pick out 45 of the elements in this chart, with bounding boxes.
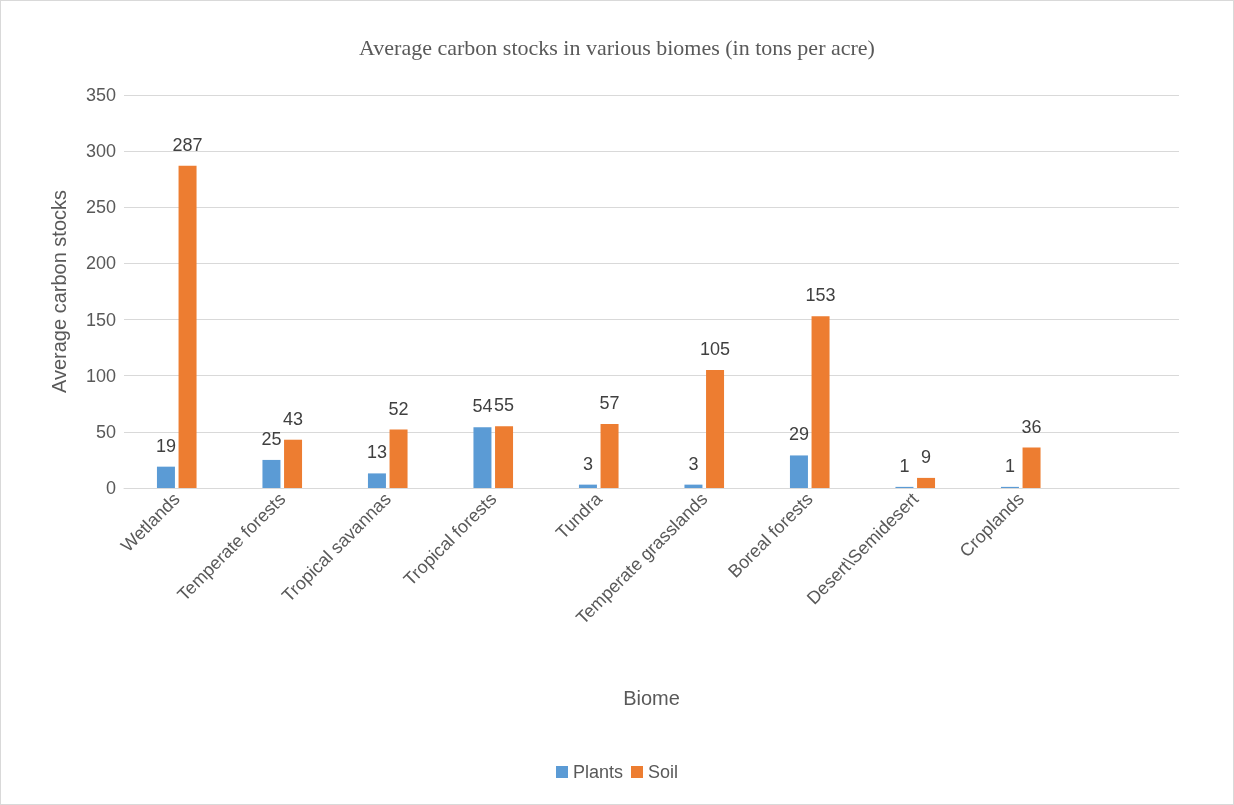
bar <box>389 429 408 488</box>
legend-label: Plants <box>572 762 624 782</box>
data-label: 105 <box>700 339 731 360</box>
bar <box>156 466 175 488</box>
bar <box>262 459 281 488</box>
data-label: 3 <box>688 453 699 474</box>
data-label: 19 <box>155 435 176 456</box>
bar <box>706 370 725 488</box>
bar <box>495 426 514 488</box>
bar <box>178 165 197 488</box>
data-label: 3 <box>582 453 593 474</box>
y-axis-title: Average carbon stocks <box>48 189 70 394</box>
data-label: 36 <box>1021 416 1042 437</box>
y-tick-label: 50 <box>95 421 116 442</box>
x-axis-title: Biome <box>623 687 680 709</box>
data-label: 13 <box>366 442 387 463</box>
y-tick-label: 0 <box>105 478 116 498</box>
data-label: 25 <box>261 428 282 449</box>
data-label: 52 <box>388 398 409 419</box>
chart-title: Average carbon stocks in various biomes (in tons per acre) <box>359 34 875 60</box>
bar <box>473 427 492 488</box>
data-label: 287 <box>172 134 203 155</box>
bar <box>600 424 619 488</box>
y-tick-label: 350 <box>85 85 116 105</box>
data-label: 9 <box>921 446 932 467</box>
data-label: 29 <box>788 424 809 445</box>
data-label: 1 <box>1004 455 1015 476</box>
y-tick-label: 200 <box>85 253 116 274</box>
data-label: 43 <box>283 408 304 429</box>
data-label: 55 <box>494 395 515 416</box>
y-tick-label: 250 <box>85 197 116 218</box>
data-label: 57 <box>599 393 620 413</box>
bar <box>811 316 830 488</box>
data-label: 1 <box>899 455 910 476</box>
legend-label: Soil <box>648 762 679 782</box>
bar <box>284 439 303 488</box>
data-label: 153 <box>805 285 836 306</box>
bar <box>789 455 808 488</box>
bar <box>1022 447 1041 488</box>
y-tick-label: 150 <box>85 309 116 330</box>
y-tick-label: 300 <box>85 141 116 162</box>
bar <box>367 473 386 488</box>
bar <box>917 477 936 488</box>
data-label: 54 <box>472 396 493 417</box>
y-tick-label: 100 <box>85 365 116 386</box>
